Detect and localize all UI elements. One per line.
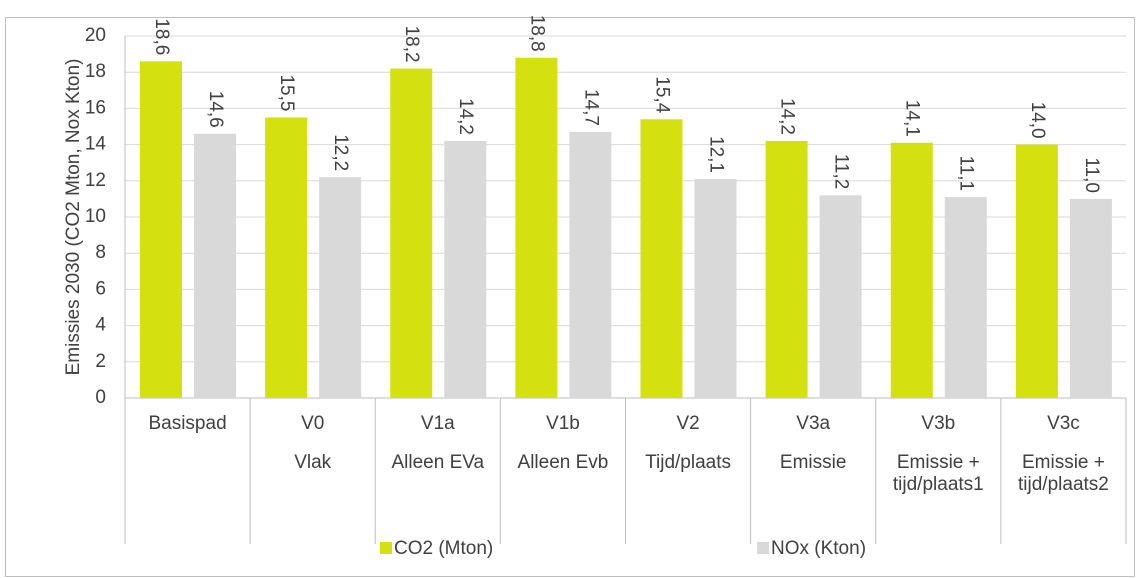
data-label: 18,8 bbox=[526, 15, 547, 52]
y-tick-label: 8 bbox=[95, 242, 106, 263]
subcategory-label-box: Emissie + tijd/plaats1 bbox=[892, 452, 984, 495]
category-label-box: V1a bbox=[420, 413, 455, 434]
y-tick-label: 4 bbox=[95, 315, 106, 336]
bar bbox=[1069, 198, 1112, 398]
y-tick-label: 14 bbox=[85, 134, 107, 155]
data-label: 14,6 bbox=[205, 91, 226, 128]
data-label: 11,0 bbox=[1081, 157, 1102, 193]
data-label: 14,2 bbox=[455, 98, 476, 135]
data-label: 15,5 bbox=[276, 74, 297, 111]
category-label-box: V3c bbox=[1047, 413, 1080, 434]
x-tick-label: V1b bbox=[546, 413, 580, 434]
bar bbox=[515, 57, 558, 398]
y-tick-label: 18 bbox=[85, 61, 106, 82]
y-axis-label: Emissies 2030 (CO2 Mton, Nox Kton) bbox=[63, 59, 84, 376]
y-tick-label: 10 bbox=[85, 206, 106, 227]
data-label: 14,1 bbox=[902, 100, 923, 137]
data-label: 12,1 bbox=[705, 136, 726, 173]
data-label: 15,4 bbox=[651, 76, 672, 113]
bar bbox=[890, 142, 933, 398]
bar bbox=[569, 131, 612, 398]
category-label-box: V2 bbox=[676, 413, 700, 434]
data-label: 11,1 bbox=[956, 156, 977, 192]
bar bbox=[319, 177, 362, 398]
data-label: 14,2 bbox=[777, 98, 798, 135]
y-tick-label: 12 bbox=[85, 170, 106, 191]
y-tick-label: 20 bbox=[85, 25, 106, 46]
y-tick-label: 2 bbox=[95, 351, 106, 372]
data-label: 18,6 bbox=[151, 18, 172, 55]
bar bbox=[194, 133, 236, 399]
category-label-box: V3a bbox=[796, 413, 831, 434]
data-label: 12,2 bbox=[330, 134, 351, 171]
subcategory-label-box: Alleen EVa bbox=[391, 452, 485, 473]
x-tick-label: Basispad bbox=[148, 413, 227, 434]
subcategory-label-box: Tijd/plaats bbox=[645, 452, 731, 473]
legend-swatch bbox=[380, 542, 392, 554]
x-tick-label: V3c bbox=[1047, 413, 1080, 434]
y-tick-label: 16 bbox=[85, 97, 106, 118]
data-label: 14,0 bbox=[1027, 102, 1048, 139]
data-label: 18,2 bbox=[401, 26, 422, 63]
x-tick-label: V3a bbox=[796, 413, 831, 434]
bar bbox=[819, 195, 862, 398]
category-label-box: V1b bbox=[546, 413, 580, 434]
legend-label: NOx (Kton) bbox=[771, 538, 866, 559]
x-tick-sublabel: Vlak bbox=[294, 452, 332, 473]
x-tick-sublabel: Alleen Evb bbox=[517, 452, 609, 473]
bar bbox=[265, 117, 308, 398]
legend-swatch bbox=[757, 542, 769, 554]
bar bbox=[640, 119, 683, 398]
data-label: 14,7 bbox=[580, 89, 601, 126]
x-tick-label: V2 bbox=[676, 413, 700, 434]
bar bbox=[944, 197, 987, 398]
y-tick-label: 0 bbox=[95, 387, 106, 408]
x-tick-label: V0 bbox=[301, 413, 325, 434]
subcategory-label-box: Alleen Evb bbox=[517, 452, 609, 473]
y-tick-label: 6 bbox=[95, 278, 106, 299]
x-tick-sublabel: Emissie + tijd/plaats1 bbox=[892, 452, 984, 495]
category-label-box: V0 bbox=[301, 413, 325, 434]
subcategory-label-box: Emissie bbox=[779, 452, 847, 473]
x-tick-label: V3b bbox=[921, 413, 956, 434]
x-tick-label: V1a bbox=[420, 413, 455, 434]
bar bbox=[1015, 144, 1058, 398]
category-label-box: V3b bbox=[921, 413, 956, 434]
data-label: 11,2 bbox=[831, 154, 852, 190]
x-tick-sublabel: Tijd/plaats bbox=[645, 452, 731, 473]
bar bbox=[694, 178, 737, 398]
x-tick-sublabel: Emissie bbox=[779, 452, 847, 473]
x-tick-sublabel: Alleen EVa bbox=[391, 452, 485, 473]
legend-label: CO2 (Mton) bbox=[394, 538, 493, 559]
bar bbox=[390, 68, 433, 398]
subcategory-label-box: Vlak bbox=[294, 452, 332, 473]
bar bbox=[444, 140, 487, 399]
category-label-box: Basispad bbox=[148, 413, 227, 434]
bar bbox=[765, 140, 808, 399]
subcategory-label-box: Emissie + tijd/plaats2 bbox=[1018, 452, 1109, 495]
x-tick-sublabel: Emissie + tijd/plaats2 bbox=[1018, 452, 1109, 495]
bar bbox=[140, 61, 182, 399]
